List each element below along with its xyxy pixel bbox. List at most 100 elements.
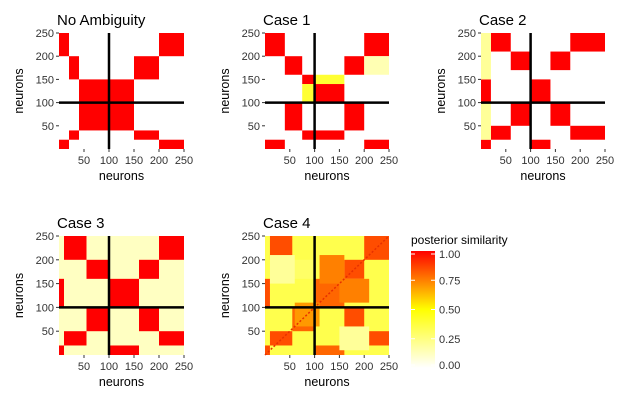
x-tick-label: 250 <box>380 155 398 167</box>
y-tick-label: 200 <box>458 51 476 63</box>
y-tick-label: 200 <box>36 255 54 267</box>
heatmap-block <box>481 139 491 149</box>
heatmap-panel-1: No Ambiguity 50 100 150 200 250 50 100 150 200 250… <box>12 12 193 183</box>
y-tick-label: 100 <box>242 98 260 110</box>
heatmap-block <box>314 345 345 355</box>
y-tick-label: 150 <box>36 74 54 86</box>
heatmap-block <box>109 79 134 103</box>
heatmap-panel-2: Case 1 50 100 150 200 250 50 100 150 200 250 neuron… <box>218 12 398 183</box>
heatmap-block <box>550 51 571 71</box>
heatmap-block <box>344 56 365 75</box>
heatmap-block <box>314 130 345 140</box>
x-tick-label: 150 <box>330 361 348 373</box>
x-tick-label: 200 <box>571 155 589 167</box>
y-tick-label: 200 <box>242 51 260 63</box>
heatmap-block <box>314 74 345 85</box>
heatmap-block <box>570 33 605 52</box>
heatmap-block <box>134 130 159 140</box>
chart-title: Case 3 <box>57 215 105 232</box>
x-tick-label: 200 <box>150 361 168 373</box>
heatmap-block <box>339 326 370 351</box>
heatmap-block <box>284 102 303 131</box>
heatmap-block <box>284 56 303 75</box>
heatmap-block <box>344 307 365 332</box>
heatmap-block <box>109 278 139 308</box>
x-tick-label: 200 <box>355 155 373 167</box>
y-tick-label: 250 <box>242 231 260 243</box>
heatmap-block <box>339 278 370 303</box>
y-tick-label: 200 <box>242 255 260 267</box>
x-tick-label: 50 <box>78 155 90 167</box>
y-tick-label: 50 <box>464 121 476 133</box>
heatmap-block <box>64 331 87 346</box>
y-tick-label: 100 <box>36 98 54 110</box>
heatmap-block <box>265 139 285 149</box>
heatmap-block <box>134 56 159 80</box>
y-tick-label: 250 <box>458 28 476 40</box>
y-tick-label: 100 <box>242 302 260 314</box>
y-tick-label: 150 <box>242 74 260 86</box>
heatmap-block <box>109 102 134 131</box>
heatmap-block <box>481 79 491 103</box>
chart-title: Case 2 <box>479 12 527 29</box>
heatmap-block <box>265 33 285 57</box>
x-tick-label: 100 <box>100 361 118 373</box>
y-tick-label: 100 <box>458 98 476 110</box>
heatmap-block <box>302 74 315 85</box>
y-tick-label: 250 <box>36 28 54 40</box>
y-axis-label: neurons <box>12 273 26 318</box>
x-tick-label: 50 <box>78 361 90 373</box>
y-tick-label: 250 <box>242 28 260 40</box>
y-axis-label: neurons <box>434 68 448 113</box>
x-tick-label: 150 <box>330 155 348 167</box>
y-tick-label: 50 <box>42 326 54 338</box>
heatmap-block <box>159 331 184 346</box>
heatmap-block <box>510 51 531 71</box>
heatmap-panel-4: Case 3 50 100 150 200 250 50 100 150 200 250 neuron… <box>12 215 193 389</box>
heatmap-block <box>269 255 295 284</box>
heatmap-block <box>59 278 64 308</box>
heatmap-block <box>490 125 511 140</box>
x-tick-label: 50 <box>500 155 512 167</box>
legend-tick-label: 0.00 <box>439 360 460 372</box>
x-tick-label: 100 <box>100 155 118 167</box>
y-tick-label: 50 <box>42 121 54 133</box>
x-tick-label: 150 <box>125 361 143 373</box>
legend-tick-label: 0.25 <box>439 334 460 346</box>
heatmap-block <box>364 331 389 346</box>
heatmap-block <box>530 79 551 103</box>
heatmap-panel-5: Case 4 50 100 150 200 250 50 100 150 200 250 neuron… <box>218 215 398 389</box>
heatmap-panel-3: Case 2 50 100 150 200 250 50 100 150 200 250 neuron… <box>434 12 614 183</box>
heatmap-block <box>109 345 139 355</box>
x-tick-label: 100 <box>305 361 323 373</box>
heatmap-block <box>364 236 389 260</box>
y-tick-label: 100 <box>36 302 54 314</box>
y-tick-label: 250 <box>36 231 54 243</box>
x-tick-label: 250 <box>175 155 193 167</box>
legend-tick-label: 0.75 <box>439 275 460 287</box>
x-tick-label: 100 <box>521 155 539 167</box>
chart-title: Case 4 <box>263 215 311 232</box>
x-tick-label: 100 <box>305 155 323 167</box>
heatmap-block <box>510 102 531 126</box>
heatmap-block <box>269 236 293 260</box>
x-tick-label: 50 <box>284 361 296 373</box>
y-axis-label: neurons <box>218 68 232 113</box>
heatmap-block <box>59 345 64 355</box>
x-tick-label: 250 <box>175 361 193 373</box>
x-tick-label: 250 <box>380 361 398 373</box>
heatmap-block <box>159 236 184 260</box>
x-axis-label: neurons <box>304 169 349 183</box>
heatmap-block <box>265 278 270 308</box>
heatmap-block <box>530 139 551 149</box>
y-axis-label: neurons <box>218 273 232 318</box>
heatmap-block <box>59 33 69 57</box>
y-axis-label: neurons <box>12 68 26 113</box>
heatmap-block <box>481 33 491 80</box>
heatmap-block <box>314 84 345 103</box>
heatmap-block <box>302 130 315 140</box>
heatmap-block <box>364 139 389 149</box>
heatmap-block <box>302 84 315 103</box>
heatmap-block <box>269 331 293 346</box>
